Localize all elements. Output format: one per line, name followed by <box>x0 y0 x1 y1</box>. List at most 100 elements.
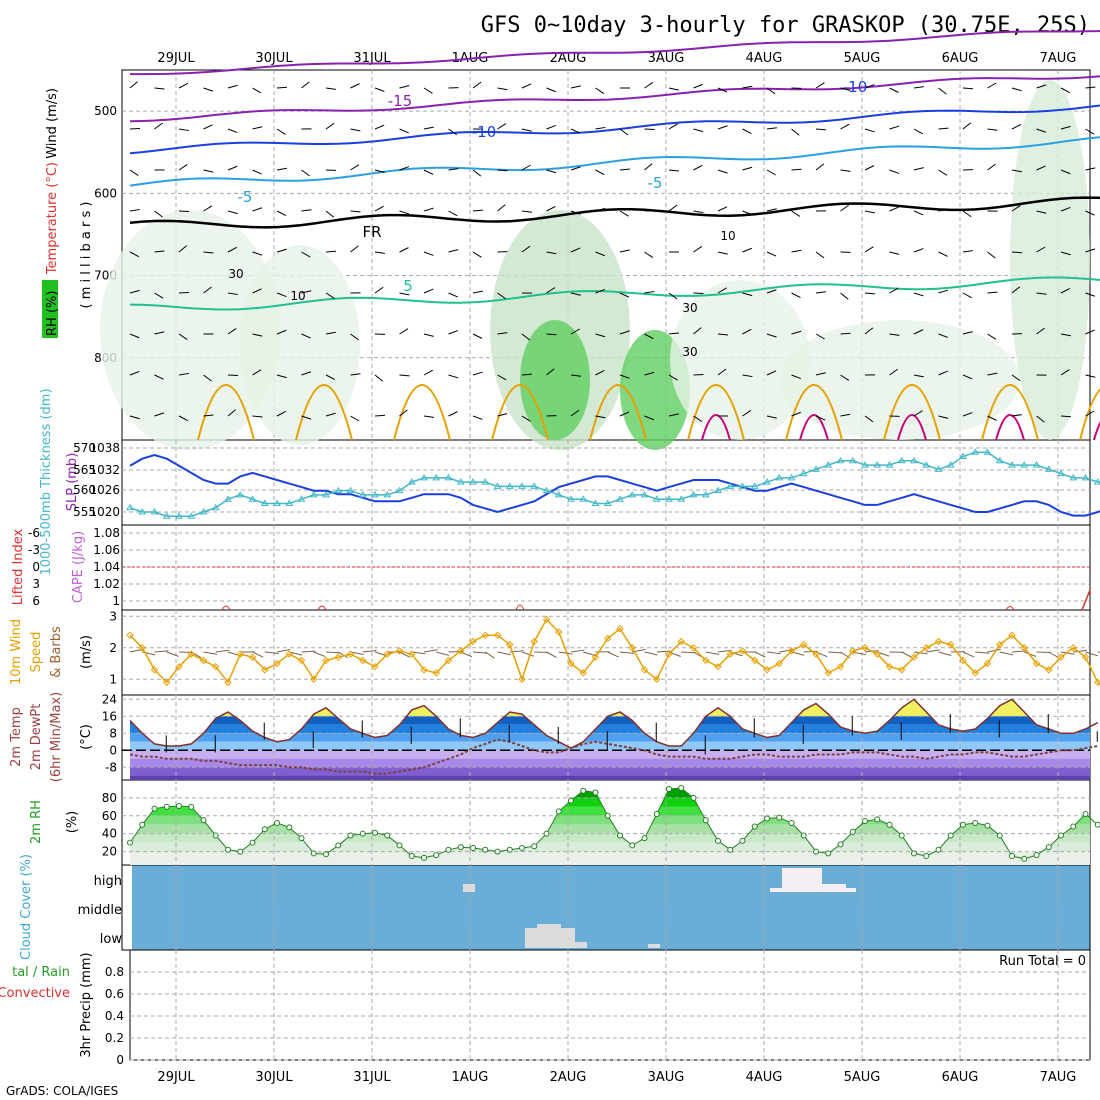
wind-barb <box>962 292 972 299</box>
wind10m-barb <box>754 651 766 658</box>
cloud-cell <box>770 888 856 892</box>
isotherm-hot <box>701 414 731 441</box>
rh2m-ytick: 40 <box>102 827 117 841</box>
wind-barb <box>129 81 138 89</box>
wind-barb <box>1060 125 1071 130</box>
wind10m-barb <box>1073 649 1087 653</box>
thickness-point <box>567 495 575 502</box>
wind-barb <box>399 409 408 417</box>
wind-barb <box>325 331 336 335</box>
rh2m-point <box>237 848 244 855</box>
wind-barb <box>717 251 728 255</box>
wind10m-barb <box>264 651 279 655</box>
wind10m-point <box>567 659 575 668</box>
rh2m-point <box>1070 823 1077 830</box>
wind-barb <box>521 333 531 341</box>
wind-barb <box>154 250 165 253</box>
temp2m-ylabel-unit: (°C) <box>79 724 94 750</box>
wind10m-point <box>224 678 232 687</box>
thickness-point <box>138 508 147 515</box>
wind-barb <box>619 168 630 171</box>
thickness-point <box>236 490 245 498</box>
lifted-index-tick: 3 <box>32 577 40 591</box>
wind-barb <box>889 287 899 294</box>
wind-barb <box>374 169 385 173</box>
wind-barb <box>472 251 482 258</box>
wind10m-point <box>346 650 355 658</box>
thickness-line <box>129 451 1100 518</box>
thickness-point <box>346 486 355 494</box>
wind-barb <box>497 374 507 381</box>
wind10m-point <box>849 647 857 655</box>
precip-ytick: 0.6 <box>105 987 124 1001</box>
wind-barb <box>1060 251 1071 256</box>
thickness-point <box>616 495 624 502</box>
wind-barb <box>1085 248 1096 253</box>
wind-barb <box>570 374 581 377</box>
wind-barb <box>227 84 238 89</box>
wind-barb <box>889 333 900 336</box>
thickness-point <box>836 456 845 464</box>
date-label-bottom: 5AUG <box>844 1070 881 1085</box>
wind10m-barb <box>252 651 264 658</box>
date-label-bottom: 3AUG <box>648 1070 685 1085</box>
wind10m-barb <box>166 651 179 657</box>
precip-ytick: 0.8 <box>105 965 124 979</box>
freezing-level <box>129 196 1100 229</box>
wind10m-barb <box>619 651 634 654</box>
thickness-point <box>750 482 759 489</box>
wind-barb <box>987 415 997 421</box>
isotherm-5 <box>129 276 1100 311</box>
wind10m-barb <box>423 649 438 653</box>
rh2m-point <box>482 846 489 853</box>
rh2m-point <box>837 841 844 848</box>
wind-barb <box>301 251 311 258</box>
thickness-point <box>946 461 955 468</box>
contour-label: -5 <box>238 188 253 206</box>
lifted-index-ylabel: Lifted Index <box>11 528 26 605</box>
wind-barb <box>644 415 654 421</box>
temp2m-ytick: 16 <box>102 709 117 723</box>
wind-barb <box>791 292 801 298</box>
date-label-top: 29JUL <box>157 51 195 66</box>
wind10m-barb <box>484 651 495 659</box>
temp2m-cold-band <box>130 750 1090 759</box>
wind-barb <box>913 410 923 417</box>
isotherm-hot <box>897 414 927 441</box>
wind-barb <box>938 289 949 294</box>
precip-panel: tal / Rain Convective 3hr Precip (mm) Ru… <box>0 949 1091 1061</box>
wind-barb <box>546 124 557 130</box>
rh2m-point <box>261 826 268 833</box>
wind-barb <box>521 373 533 376</box>
thickness-point <box>603 499 612 506</box>
wind10m-barb <box>962 651 975 658</box>
wind-barb <box>203 414 214 417</box>
wind10m-barb <box>1048 651 1059 659</box>
wind-barb <box>350 83 360 89</box>
wind-barb <box>742 409 752 417</box>
wind10m-point <box>738 647 747 655</box>
wind-barb <box>301 169 310 177</box>
wind-barb <box>1011 374 1021 382</box>
rh2m-point <box>886 821 893 828</box>
wind-barb <box>154 412 165 417</box>
wind-barb <box>693 128 704 133</box>
wind10m-point <box>506 640 514 649</box>
wind-barb <box>276 167 287 171</box>
wind-barb <box>252 369 262 376</box>
thickness-point <box>885 461 894 468</box>
wind10m-point <box>175 662 183 671</box>
wind-barb <box>595 288 606 294</box>
wind-barb <box>521 128 532 132</box>
wind-barb <box>350 128 361 132</box>
wind-barb <box>570 328 580 335</box>
rh2m-point <box>947 832 954 839</box>
wind-barb <box>129 333 140 339</box>
wind-barb <box>889 206 899 212</box>
wind-barb <box>864 210 875 214</box>
wind-barb <box>423 415 434 418</box>
rh2m-point <box>176 802 182 809</box>
wind-barb <box>546 368 555 376</box>
wind10m-point <box>408 650 416 658</box>
thickness-point <box>873 461 882 468</box>
